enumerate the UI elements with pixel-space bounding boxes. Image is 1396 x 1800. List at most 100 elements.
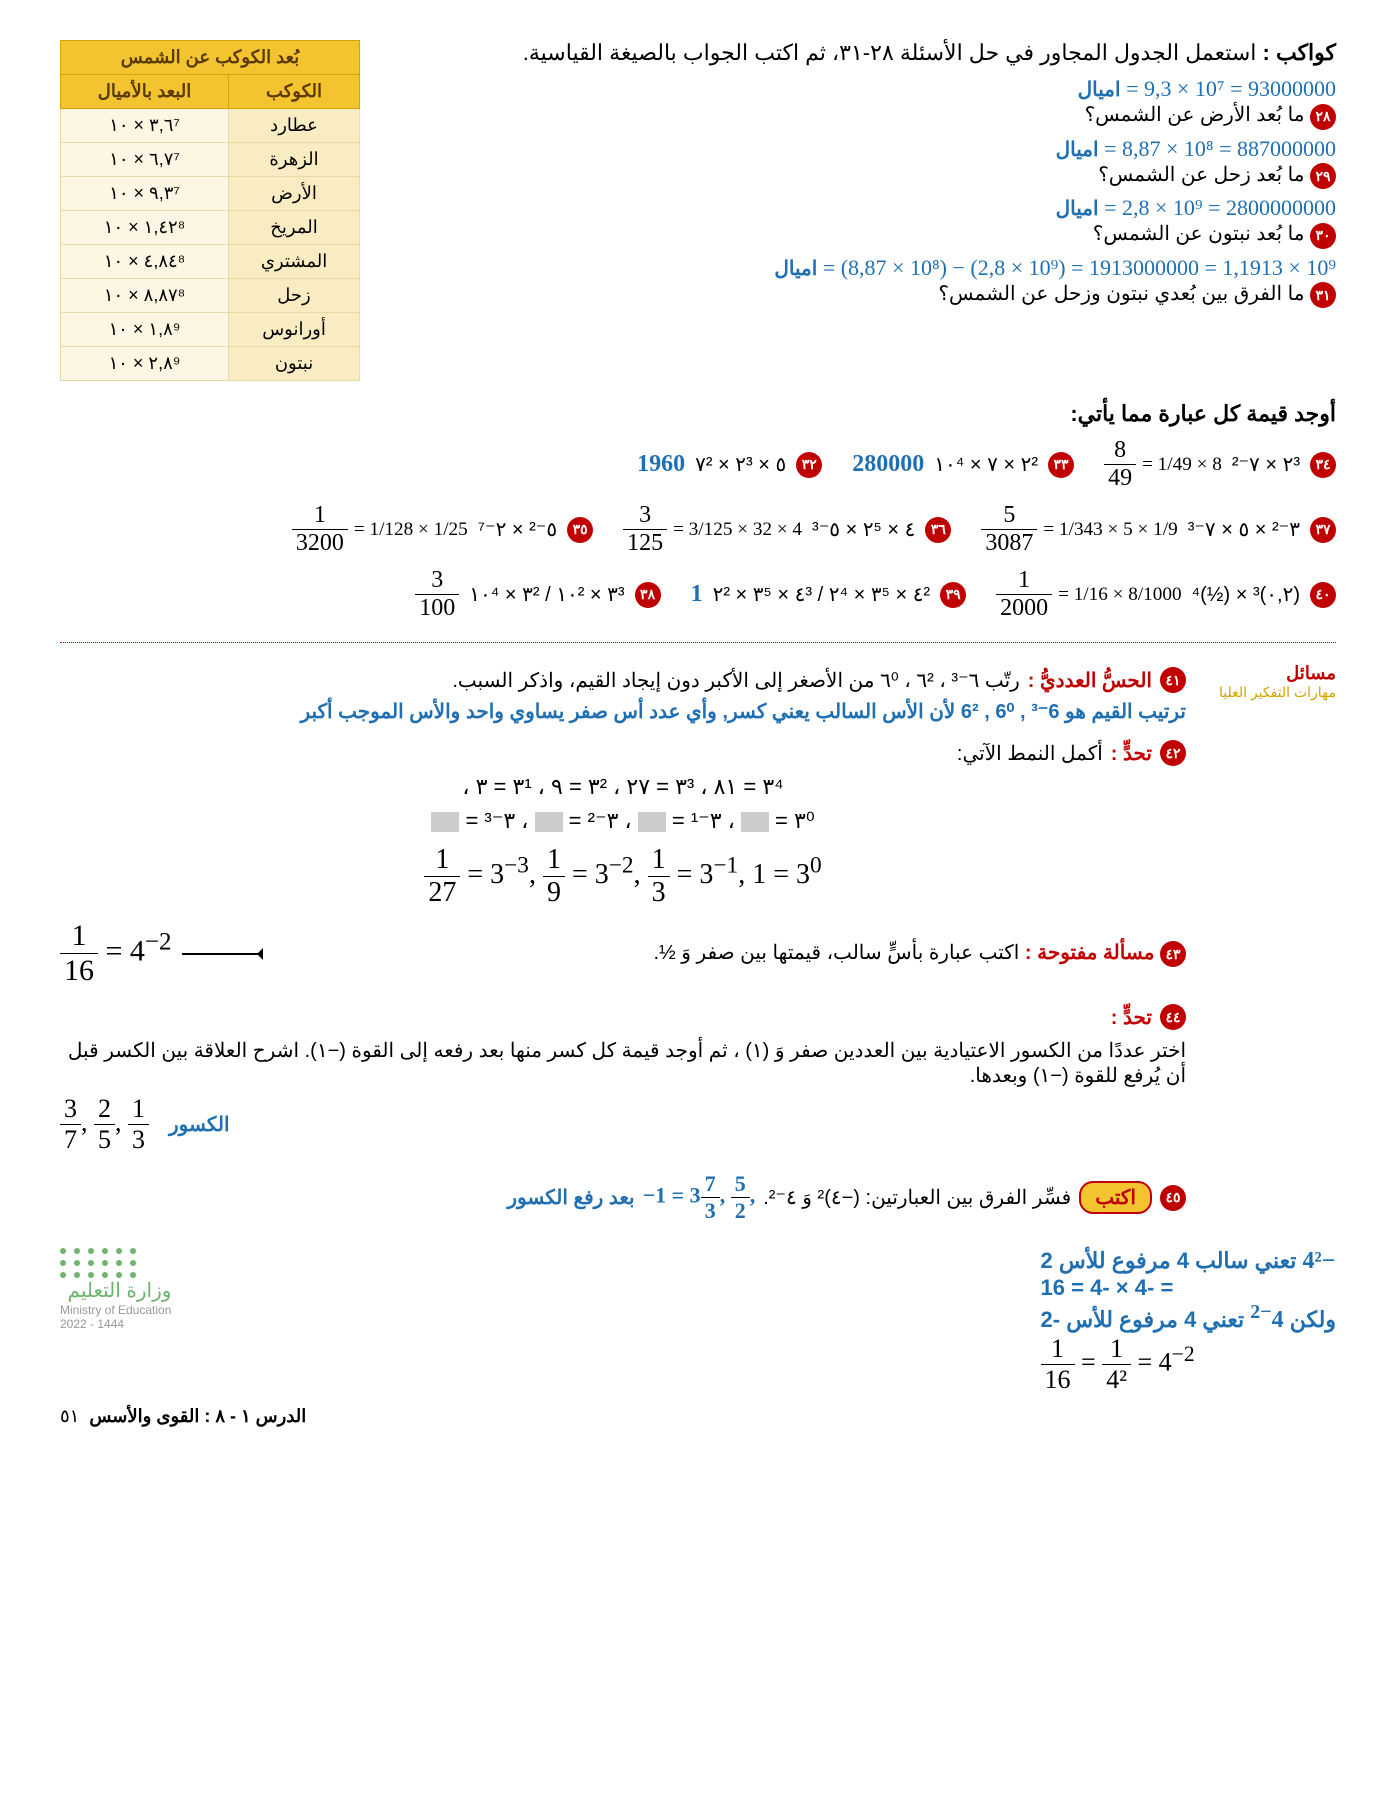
write-badge: اكتب: [1079, 1181, 1152, 1214]
hots-sublabel: مهارات التفكير العليا: [1216, 684, 1336, 701]
qnum: ٣٤: [1310, 452, 1336, 478]
eval-expr: ٢² × ٧ × ١٠⁴: [934, 452, 1038, 477]
a45-3: ولكن 4−2 تعني 4 مرفوع للأس -2: [1041, 1301, 1336, 1334]
a44b: −1 = 373, 52,: [643, 1171, 756, 1224]
planet-distance: ٩,٣ × ١٠⁷: [61, 177, 229, 211]
eval-expr: ٣³ × ١٠² / ٣² × ١٠⁴: [469, 582, 624, 607]
planet-name: عطارد: [229, 109, 360, 143]
planet-name: المشتري: [229, 245, 360, 279]
eval-item: 3100 ٣³ × ١٠² / ٣² × ١٠⁴ ٣٨: [415, 567, 660, 622]
planet-distance: ٤,٨٤ × ١٠⁸: [61, 245, 229, 279]
planet-distance: ١,٨ × ١٠⁹: [61, 313, 229, 347]
eval-item: 1960 ٥ × ٢³ × ٧² ٣٢: [637, 451, 822, 478]
ministry-logo-icon: [60, 1248, 171, 1278]
ministry-en: Ministry of Education: [60, 1303, 171, 1317]
pattern-line2: ٣⁰ = ، ٣⁻¹ = ، ٣⁻² = ، ٣⁻³ =: [60, 808, 1186, 834]
qnum-41: ٤١: [1160, 667, 1186, 693]
question-text: ما الفرق بين بُعدي نبتون وزحل عن الشمس؟: [938, 283, 1304, 305]
eval-answer: 1: [691, 581, 703, 608]
question-text: ما بُعد زحل عن الشمس؟: [1098, 164, 1304, 186]
qnum: ٣٨: [635, 582, 661, 608]
planet-name: المريخ: [229, 211, 360, 245]
hots-section: مسائل مهارات التفكير العليا ٤١ الحسُّ ال…: [60, 663, 1336, 1228]
planet-question: = 9,3 × 10⁷ = 93000000 اميال ٢٨ ما بُعد …: [400, 76, 1336, 130]
eval-item: 280000 ٢² × ٧ × ١٠⁴ ٣٣: [852, 451, 1074, 478]
qnum: ٢٨: [1310, 104, 1336, 130]
qnum: ٤٠: [1310, 582, 1336, 608]
qnum: ٣٧: [1310, 517, 1336, 543]
table-row: الأرض٩,٣ × ١٠⁷: [61, 177, 360, 211]
eval-item: 53087 = 1/343 × 5 × 1/9 ٣⁻² × ٥ × ٧⁻³ ٣٧: [981, 502, 1336, 557]
table-row: المشتري٤,٨٤ × ١٠⁸: [61, 245, 360, 279]
qnum: ٣٣: [1048, 452, 1074, 478]
a45-4: 116 = 14² = 4−2: [1041, 1334, 1336, 1395]
eval-answer: 1960: [637, 451, 685, 478]
eval-answer: 53087 = 1/343 × 5 × 1/9: [981, 502, 1177, 557]
planet-answer: = 2,8 × 10⁹ = 2800000000: [1104, 195, 1336, 221]
eval-item: 1 ٤² × ٣⁵ × ٢⁴ / ٤³ × ٣⁵ × ٢² ٣٩: [691, 581, 967, 608]
planet-answer: = 8,87 × 10⁸ = 887000000: [1104, 136, 1336, 162]
eval-expr: ٥ × ٢³ × ٧²: [695, 452, 786, 477]
unit-label: اميال: [1056, 139, 1099, 161]
planet-answer: = (8,87 × 10⁸) − (2,8 × 10⁹) = 191300000…: [823, 255, 1336, 281]
a41: ترتيب القيم هو 6⁻³ , 6⁰ , 6² لأن الأس ال…: [60, 699, 1186, 724]
col-distance: البعد بالأميال: [61, 75, 229, 109]
page-number: ٥١: [60, 1406, 79, 1426]
intro-body: استعمل الجدول المجاور في حل الأسئلة ٢٨-٣…: [523, 40, 1257, 65]
a43: 116 = 4−2: [60, 919, 172, 988]
unit-label: اميال: [1056, 198, 1099, 220]
blank-box: [638, 812, 666, 832]
q44-label: تحدٍّ :: [1111, 1005, 1152, 1030]
qnum: ٣٥: [567, 517, 593, 543]
ministry-ar: وزارة التعليم: [60, 1278, 171, 1303]
a44b-label: بعد رفع الكسور: [507, 1185, 634, 1210]
eval-item: 13200 = 1/128 × 1/25 ٥⁻² × ٢⁻⁷ ٣٥: [292, 502, 593, 557]
unit-label: اميال: [774, 258, 817, 280]
planet-question: = (8,87 × 10⁸) − (2,8 × 10⁹) = 191300000…: [400, 255, 1336, 309]
a44-fracs: 37, 25, 13: [60, 1094, 149, 1155]
planet-distance: ٢,٨ × ١٠⁹: [61, 347, 229, 381]
qnum: ٣٦: [925, 517, 951, 543]
question-text: ما بُعد الأرض عن الشمس؟: [1085, 104, 1305, 126]
q43-row: 116 = 4−2 ٤٣ مسألة مفتوحة : اكتب عبارة ب…: [60, 919, 1186, 988]
a45-2: = -4 × -4 = 16: [1041, 1275, 1336, 1301]
q42: ٤٢ تحدٍّ : أكمل النمط الآتي:: [60, 740, 1186, 766]
q43-label: مسألة مفتوحة :: [1025, 942, 1155, 964]
planet-question: = 8,87 × 10⁸ = 887000000 اميال ٢٩ ما بُع…: [400, 136, 1336, 190]
planet-answer: = 9,3 × 10⁷ = 93000000: [1126, 76, 1336, 102]
q45: ٤٥ اكتب فسِّر الفرق بين العبارتين: (−٤)²…: [60, 1171, 1186, 1224]
planet-name: زحل: [229, 279, 360, 313]
eval-answer: 3125 = 3/125 × 32 × 4: [623, 502, 802, 557]
eval-item: 849 = 1/49 × 8 ٢³ × ٧⁻² ٣٤: [1104, 437, 1336, 492]
eval-answer: 280000: [852, 451, 924, 478]
pattern-line1: ٣⁴ = ٨١ ، ٣³ = ٢٧ ، ٣² = ٩ ، ٣¹ = ٣ ،: [60, 774, 1186, 800]
q41-label: الحسُّ العدديُّ :: [1028, 668, 1152, 693]
qnum: ٢٩: [1310, 163, 1336, 189]
col-planet: الكوكب: [229, 75, 360, 109]
blank-box: [741, 812, 769, 832]
planet-distance: ٦,٧ × ١٠⁷: [61, 143, 229, 177]
intro-label: كواكب :: [1263, 40, 1336, 65]
table-title: بُعد الكوكب عن الشمس: [61, 41, 360, 75]
q42-label: تحدٍّ :: [1111, 741, 1152, 766]
planets-section: كواكب : استعمل الجدول المجاور في حل الأس…: [60, 40, 1336, 381]
table-row: عطارد٣,٦ × ١٠⁷: [61, 109, 360, 143]
table-row: الزهرة٦,٧ × ١٠⁷: [61, 143, 360, 177]
eval-expr: ٣⁻² × ٥ × ٧⁻³: [1188, 517, 1300, 542]
table-row: أورانوس١,٨ × ١٠⁹: [61, 313, 360, 347]
planet-name: أورانوس: [229, 313, 360, 347]
qnum: ٣١: [1310, 282, 1336, 308]
lesson-ref: الدرس ١ - ٨ : القوى والأسس ٥١: [60, 1406, 306, 1426]
qnum: ٣٢: [796, 452, 822, 478]
q41: ٤١ الحسُّ العدديُّ : رتّب ٦⁻³ ، ٦² ، ٦⁰ …: [60, 667, 1186, 693]
intro-text: كواكب : استعمل الجدول المجاور في حل الأس…: [400, 40, 1336, 66]
evaluate-title: أوجد قيمة كل عبارة مما يأتي:: [60, 401, 1336, 427]
eval-answer: 3100: [415, 567, 459, 622]
eval-answer: 849 = 1/49 × 8: [1104, 437, 1222, 492]
qnum: ٣٩: [940, 582, 966, 608]
arrow-icon: [182, 953, 262, 955]
q45-text: فسِّر الفرق بين العبارتين: (−٤)² وَ ٤⁻².: [763, 1185, 1071, 1210]
eval-expr: ٤ × ٢⁵ × ٥⁻³: [812, 517, 915, 542]
planet-question: = 2,8 × 10⁹ = 2800000000 اميال ٣٠ ما بُع…: [400, 195, 1336, 249]
q44: ٤٤ تحدٍّ : اختر عددًا من الكسور الاعتياد…: [60, 1004, 1186, 1088]
